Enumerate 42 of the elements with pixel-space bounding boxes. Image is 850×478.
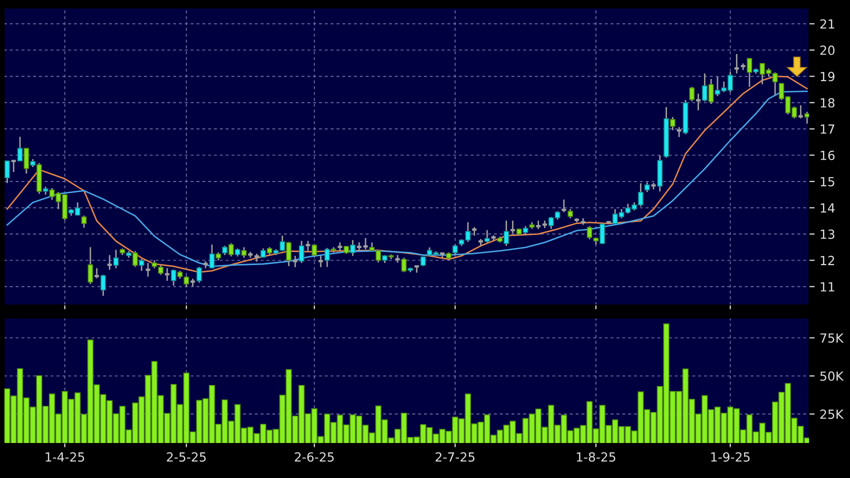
candlestick [376,250,382,264]
candlestick [10,160,17,173]
x-tick-label: 2-7-25 [436,452,474,462]
candlestick [676,126,682,138]
candlestick [138,258,144,272]
y-tick-label: 15 [820,177,834,186]
candlestick [522,225,528,236]
y-tick-label: 16 [820,150,835,160]
candlestick [304,240,312,252]
candlestick [24,148,30,174]
candlestick [81,214,87,228]
candlestick [708,78,714,105]
candlestick [600,222,605,245]
candlestick [228,242,234,258]
y-tick-label: 14 [820,203,835,212]
candlestick [504,220,509,247]
y-tick-label: 20 [820,46,834,55]
x-tick-label: 1-4-25 [46,452,84,462]
x-tick-label: 1-8-25 [576,452,616,462]
x-tick-label: 2-5-25 [166,452,206,462]
y-tick-label: 75K [820,333,844,343]
y-tick-label: 13 [820,230,834,239]
candlestick [144,262,152,278]
x-tick-label: 2-6-25 [294,452,334,462]
y-tick-label: 19 [820,72,834,82]
candlestick [560,198,568,213]
candlestick [132,250,138,268]
y-tick-label: 25K [820,410,844,419]
candlestick [362,237,369,250]
candlestick [568,208,573,219]
y-tick-label: 12 [820,256,834,266]
x-tick-label: 1-9-25 [711,452,750,462]
y-tick-label: 17 [820,124,834,134]
y-tick-label: 21 [820,19,834,29]
y-tick-label: 11 [820,282,834,292]
y-tick-label: 18 [820,98,834,108]
candlestick [222,245,228,256]
candlestick [452,244,458,256]
candlestick [586,225,592,240]
candlestick [106,254,113,270]
y-tick-label: 50K [820,371,844,381]
candlestick [670,116,676,131]
